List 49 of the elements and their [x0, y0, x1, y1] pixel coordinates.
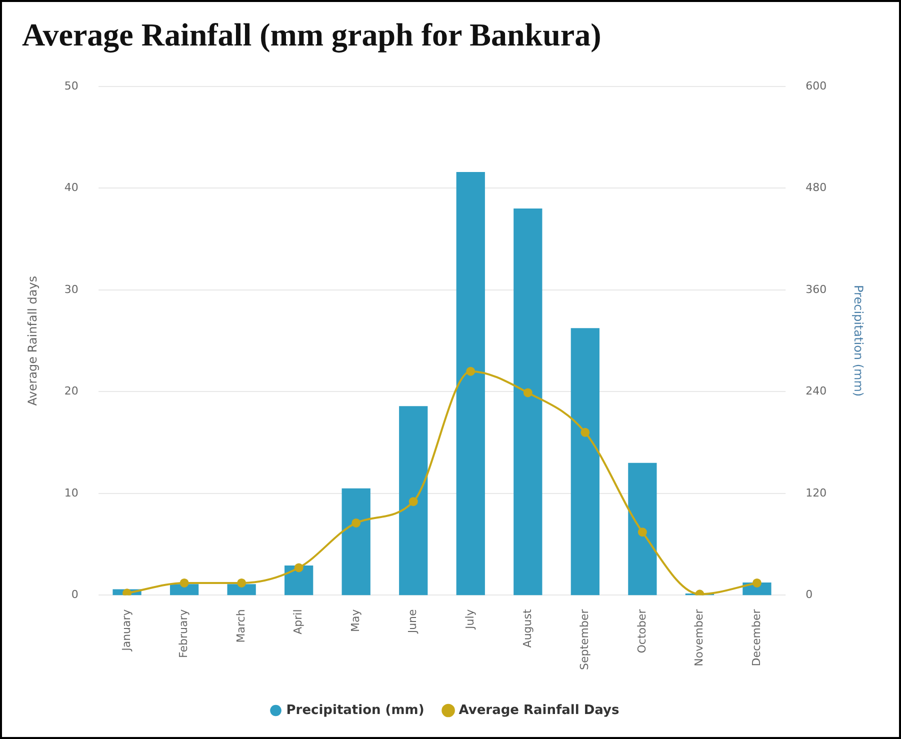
- point: [122, 588, 132, 596]
- bar: [342, 488, 370, 596]
- point: [237, 578, 246, 588]
- y-axis-title: Average Rainfall days: [25, 276, 40, 406]
- x-tick-label: February: [177, 608, 190, 658]
- y-tick-label: 20: [64, 384, 78, 398]
- bar: [170, 584, 199, 596]
- y2-tick-label: 480: [806, 181, 827, 194]
- x-tick-label: November: [692, 608, 706, 666]
- chart-title: Average Rainfall (mm graph for Bankura): [22, 16, 602, 54]
- point: [638, 528, 647, 537]
- bar: [514, 208, 542, 596]
- y-tick-label: 50: [64, 79, 78, 92]
- x-tick-label: September: [578, 608, 592, 670]
- y2-tick-label: 0: [806, 588, 813, 602]
- y-tick-label: 30: [64, 282, 78, 296]
- point: [523, 388, 532, 398]
- point: [294, 563, 304, 572]
- bar: [227, 584, 256, 596]
- legend-label: Precipitation (mm): [286, 702, 424, 718]
- y2-tick-label: 120: [806, 486, 827, 500]
- point: [752, 578, 762, 588]
- point: [408, 497, 418, 506]
- y-tick-label: 0: [71, 588, 78, 602]
- y-tick-label: 40: [64, 181, 78, 194]
- x-tick-label: August: [520, 608, 534, 648]
- x-tick-label: April: [292, 609, 305, 634]
- bar: [570, 328, 600, 596]
- y2-tick-label: 360: [806, 282, 827, 296]
- point: [580, 428, 590, 437]
- y2-axis-title: Precipitation (mm): [852, 285, 866, 397]
- y2-tick-label: 600: [806, 79, 827, 92]
- x-tick-label: June: [406, 608, 420, 634]
- point: [352, 518, 361, 528]
- x-tick-label: July: [463, 608, 476, 630]
- point: [466, 366, 476, 376]
- y-tick-label: 10: [64, 486, 78, 500]
- bar: [284, 566, 314, 596]
- y2-tick-label: 240: [806, 384, 827, 398]
- x-tick-label: March: [234, 609, 248, 643]
- bar: [399, 406, 428, 596]
- x-tick-label: December: [750, 608, 763, 666]
- point: [180, 578, 189, 588]
- x-tick-label: January: [120, 608, 133, 652]
- x-tick-label: October: [635, 608, 648, 654]
- x-tick-label: May: [348, 608, 362, 632]
- bar: [456, 172, 485, 596]
- bar: [628, 462, 657, 596]
- legend-label: Average Rainfall Days: [458, 702, 620, 718]
